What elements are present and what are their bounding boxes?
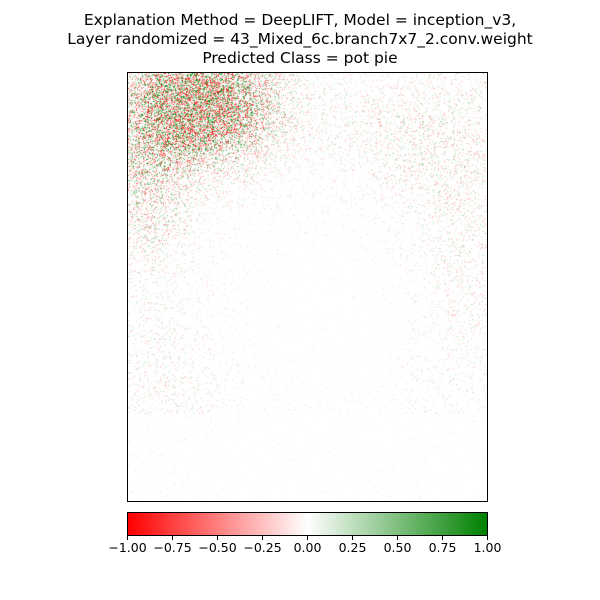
- figure-title: Explanation Method = DeepLIFT, Model = i…: [0, 11, 600, 68]
- title-line-layer: Layer randomized = 43_Mixed_6c.branch7x7…: [67, 30, 533, 48]
- title-line-method: Explanation Method = DeepLIFT, Model = i…: [83, 11, 517, 29]
- colorbar-tick: 0.50: [368, 536, 428, 555]
- colorbar-tick: 0.00: [278, 536, 338, 555]
- title-line-class: Predicted Class = pot pie: [202, 49, 398, 67]
- colorbar-tick: 1.00: [458, 536, 518, 555]
- colorbar-tick: −0.50: [188, 536, 248, 555]
- colorbar-tick-label: 0.75: [428, 540, 457, 555]
- colorbar-tick-label: −0.50: [198, 540, 237, 555]
- attribution-heatmap-image: [128, 73, 487, 501]
- colorbar-tick-label: −0.25: [243, 540, 282, 555]
- attribution-heatmap: [127, 72, 488, 502]
- colorbar-tick-mark: [397, 536, 398, 540]
- colorbar-tick: −0.75: [143, 536, 203, 555]
- colorbar-tick: −1.00: [98, 536, 158, 555]
- colorbar-tick-mark: [442, 536, 443, 540]
- colorbar-tick-mark: [127, 536, 128, 540]
- colorbar-tick-label: 0.50: [383, 540, 412, 555]
- colorbar: [127, 512, 488, 536]
- colorbar-tick-mark: [217, 536, 218, 540]
- colorbar-axis: −1.00 −0.75 −0.50 −0.25 0.00 0.25 0.50 0.75 1.00: [108, 536, 501, 566]
- colorbar-tick: 0.25: [323, 536, 383, 555]
- colorbar-tick-mark: [487, 536, 488, 540]
- colorbar-tick-mark: [262, 536, 263, 540]
- colorbar-tick-label: −1.00: [108, 540, 147, 555]
- colorbar-tick-mark: [307, 536, 308, 540]
- colorbar-tick-label: 1.00: [473, 540, 502, 555]
- colorbar-tick-label: 0.00: [293, 540, 322, 555]
- colorbar-tick-mark: [172, 536, 173, 540]
- colorbar-tick: −0.25: [233, 536, 293, 555]
- colorbar-tick-mark: [352, 536, 353, 540]
- colorbar-tick-label: 0.25: [338, 540, 367, 555]
- colorbar-tick-label: −0.75: [153, 540, 192, 555]
- colorbar-tick: 0.75: [413, 536, 473, 555]
